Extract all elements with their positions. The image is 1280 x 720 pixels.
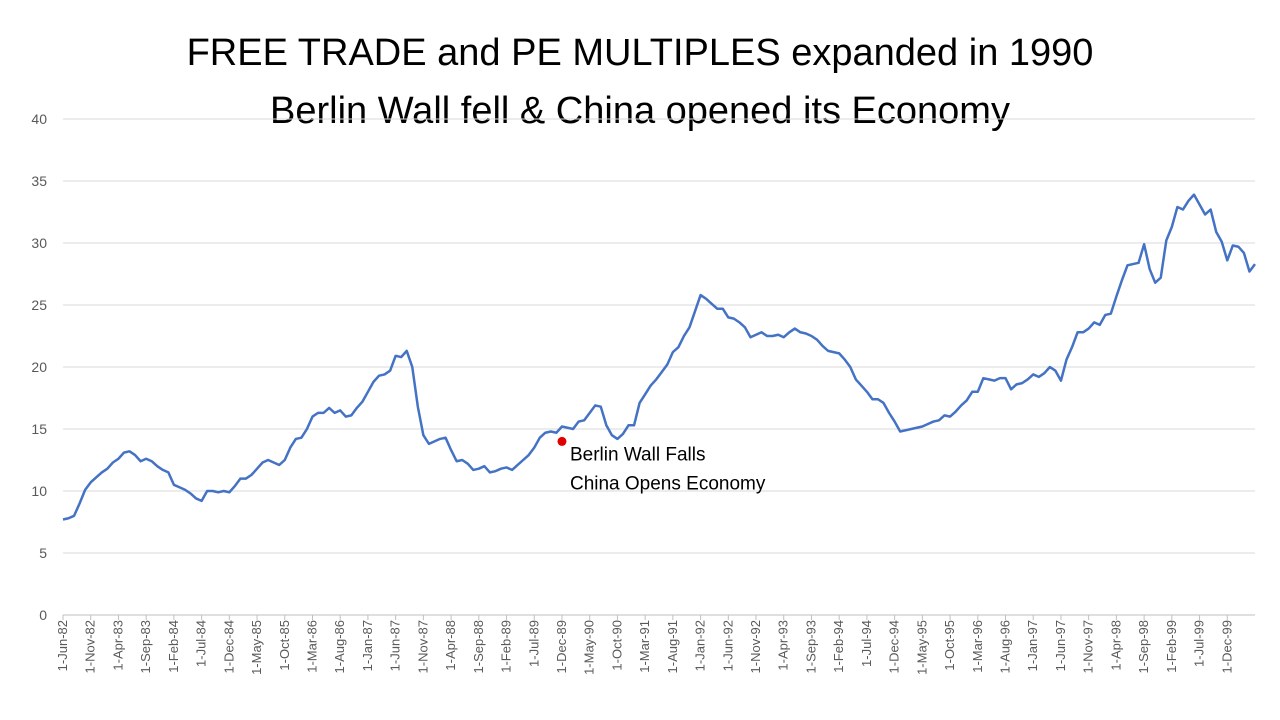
x-tick-label: 1-Feb-94 bbox=[831, 620, 846, 673]
x-tick-label: 1-Mar-91 bbox=[637, 620, 652, 673]
x-tick-label: 1-Jan-87 bbox=[360, 620, 375, 671]
chart-title-line-2: Berlin Wall fell & China opened its Econ… bbox=[270, 90, 1010, 132]
y-tick-label: 10 bbox=[31, 483, 47, 499]
x-tick-label: 1-Apr-93 bbox=[776, 620, 791, 671]
x-tick-label: 1-May-95 bbox=[914, 620, 929, 675]
y-axis-tick-labels: 0 5 10 15 20 25 30 35 40 bbox=[31, 111, 47, 623]
y-tick-label: 5 bbox=[39, 545, 47, 561]
y-tick-label: 0 bbox=[39, 607, 47, 623]
x-tick-label: 1-Jul-94 bbox=[859, 620, 874, 667]
y-tick-label: 35 bbox=[31, 173, 47, 189]
x-tick-label: 1-Dec-84 bbox=[221, 620, 236, 673]
x-tick-label: 1-Jul-89 bbox=[526, 620, 541, 667]
annotation-group: Berlin Wall Falls China Opens Economy bbox=[557, 436, 766, 494]
x-tick-label: 1-Oct-95 bbox=[942, 620, 957, 671]
x-tick-label: 1-Aug-96 bbox=[998, 620, 1013, 673]
x-tick-label: 1-Apr-98 bbox=[1108, 620, 1123, 671]
x-tick-label: 1-May-90 bbox=[582, 620, 597, 675]
x-tick-label: 1-Aug-86 bbox=[332, 620, 347, 673]
x-tick-label: 1-Sep-83 bbox=[138, 620, 153, 673]
x-tick-label: 1-Sep-98 bbox=[1136, 620, 1151, 673]
annotation-marker bbox=[557, 436, 567, 446]
annotation-text-line-2: China Opens Economy bbox=[570, 473, 766, 494]
x-tick-label: 1-Apr-88 bbox=[443, 620, 458, 671]
y-tick-label: 40 bbox=[31, 111, 47, 127]
x-tick-label: 1-Dec-99 bbox=[1219, 620, 1234, 673]
x-axis-tick-labels: 1-Jun-82 1-Nov-82 1-Apr-83 1-Sep-83 1-Feb-84… bbox=[55, 620, 1234, 675]
series-group bbox=[62, 193, 1257, 521]
x-tick-label: 1-Sep-93 bbox=[803, 620, 818, 673]
x-tick-label: 1-Nov-82 bbox=[83, 620, 98, 673]
series-line bbox=[62, 193, 1257, 521]
x-tick-label: 1-Apr-83 bbox=[110, 620, 125, 671]
x-tick-label: 1-Jun-97 bbox=[1053, 620, 1068, 671]
x-tick-label: 1-Dec-89 bbox=[554, 620, 569, 673]
y-tick-label: 15 bbox=[31, 421, 47, 437]
y-tick-label: 30 bbox=[31, 235, 47, 251]
y-tick-label: 25 bbox=[31, 297, 47, 313]
x-tick-label: 1-Aug-91 bbox=[665, 620, 680, 673]
x-tick-label: 1-Oct-90 bbox=[609, 620, 624, 671]
x-tick-label: 1-Jun-82 bbox=[55, 620, 70, 671]
chart-title-line-1: FREE TRADE and PE MULTIPLES expanded in … bbox=[186, 32, 1094, 74]
x-tick-label: 1-Sep-88 bbox=[471, 620, 486, 673]
x-tick-label: 1-Mar-96 bbox=[970, 620, 985, 673]
x-tick-label: 1-Feb-89 bbox=[499, 620, 514, 673]
annotation-text-line-1: Berlin Wall Falls bbox=[570, 444, 706, 465]
x-tick-label: 1-Mar-86 bbox=[304, 620, 319, 673]
x-tick-label: 1-Nov-97 bbox=[1081, 620, 1096, 673]
x-tick-label: 1-May-85 bbox=[249, 620, 264, 675]
x-tick-label: 1-Jan-97 bbox=[1025, 620, 1040, 671]
x-tick-label: 1-Jan-92 bbox=[693, 620, 708, 671]
x-tick-label: 1-Oct-85 bbox=[277, 620, 292, 671]
x-tick-label: 1-Jun-92 bbox=[720, 620, 735, 671]
x-tick-label: 1-Nov-87 bbox=[415, 620, 430, 673]
x-tick-label: 1-Nov-92 bbox=[748, 620, 763, 673]
x-tick-label: 1-Dec-94 bbox=[887, 620, 902, 673]
x-tick-label: 1-Feb-84 bbox=[166, 620, 181, 673]
x-tick-label: 1-Feb-99 bbox=[1164, 620, 1179, 673]
gridlines bbox=[63, 118, 1255, 554]
x-tick-label: 1-Jul-84 bbox=[194, 620, 209, 667]
y-tick-label: 20 bbox=[31, 359, 47, 375]
x-tick-label: 1-Jul-99 bbox=[1192, 620, 1207, 667]
x-tick-label: 1-Jun-87 bbox=[388, 620, 403, 671]
x-axis bbox=[62, 614, 1255, 620]
